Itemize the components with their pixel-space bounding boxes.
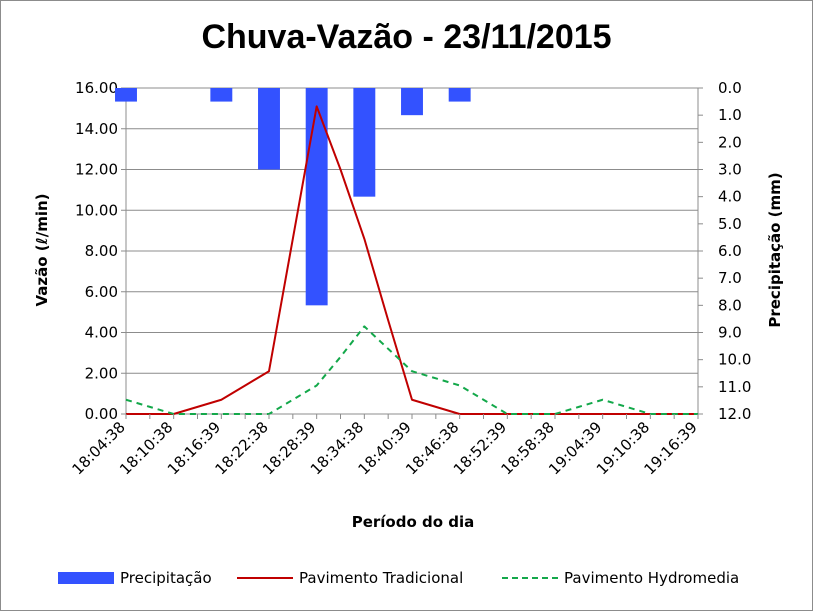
y-right-tick-label: 1.0 — [718, 106, 742, 124]
y-right-tick-label: 5.0 — [718, 215, 742, 233]
y-left-axis-title: Vazão (ℓ/min) — [33, 193, 51, 306]
y-right-tick-label: 9.0 — [718, 324, 742, 342]
series-line-pavimento-tradicional — [126, 105, 698, 415]
precipitation-bar — [448, 88, 471, 102]
precipitation-bar — [210, 88, 233, 102]
x-tick-label: 19:16:39 — [640, 418, 700, 478]
y-left-tick-label: 0.00 — [85, 405, 118, 423]
legend-label-precipitacao: Precipitação — [120, 569, 212, 587]
legend-label-pavimento-hydromedia: Pavimento Hydromedia — [564, 569, 740, 587]
legend-swatch-pavimento-hydromedia — [502, 577, 558, 579]
y-left-tick-label: 16.00 — [75, 79, 118, 97]
y-right-tick-label: 3.0 — [718, 161, 742, 179]
precipitation-bar — [305, 88, 328, 306]
precipitation-bar — [115, 88, 137, 102]
y-left-tick-label: 8.00 — [85, 242, 118, 260]
y-left-tick-label: 10.00 — [75, 201, 118, 219]
y-left-tick-label: 14.00 — [75, 120, 118, 138]
y-right-tick-label: 12.0 — [718, 405, 751, 423]
legend-label-pavimento-tradicional: Pavimento Tradicional — [299, 569, 464, 587]
legend-swatch-precipitacao — [58, 572, 114, 584]
y-right-tick-label: 8.0 — [718, 296, 742, 314]
legend-item-pavimento-tradicional: Pavimento Tradicional — [237, 566, 463, 590]
y-right-tick-label: 10.0 — [718, 351, 751, 369]
chart-title: Chuva-Vazão - 23/11/2015 — [201, 18, 612, 56]
y-left-tick-label: 4.00 — [85, 324, 118, 342]
precipitation-bar — [353, 88, 376, 197]
y-left-tick-label: 6.00 — [85, 283, 118, 301]
y-right-tick-label: 6.0 — [718, 242, 742, 260]
legend-item-pavimento-hydromedia: Pavimento Hydromedia — [502, 566, 739, 590]
y-right-tick-label: 7.0 — [718, 269, 742, 287]
y-left-tick-label: 12.00 — [75, 161, 118, 179]
legend-swatch-pavimento-tradicional — [237, 577, 293, 579]
y-right-tick-label: 11.0 — [718, 378, 751, 396]
y-right-axis-title: Precipitação (mm) — [766, 172, 784, 327]
legend-item-precipitacao: Precipitação — [58, 566, 212, 590]
precipitation-bar — [401, 88, 423, 116]
y-right-tick-label: 0.0 — [718, 79, 742, 97]
x-axis-title: Período do dia — [352, 513, 475, 531]
legend: Precipitação Pavimento Tradicional Pavim… — [0, 566, 813, 590]
series-line-pavimento-hydromedia — [125, 325, 698, 415]
y-left-tick-label: 2.00 — [85, 364, 118, 382]
precipitation-bar — [258, 88, 280, 170]
y-right-tick-label: 4.0 — [718, 188, 742, 206]
y-right-tick-label: 2.0 — [718, 133, 742, 151]
